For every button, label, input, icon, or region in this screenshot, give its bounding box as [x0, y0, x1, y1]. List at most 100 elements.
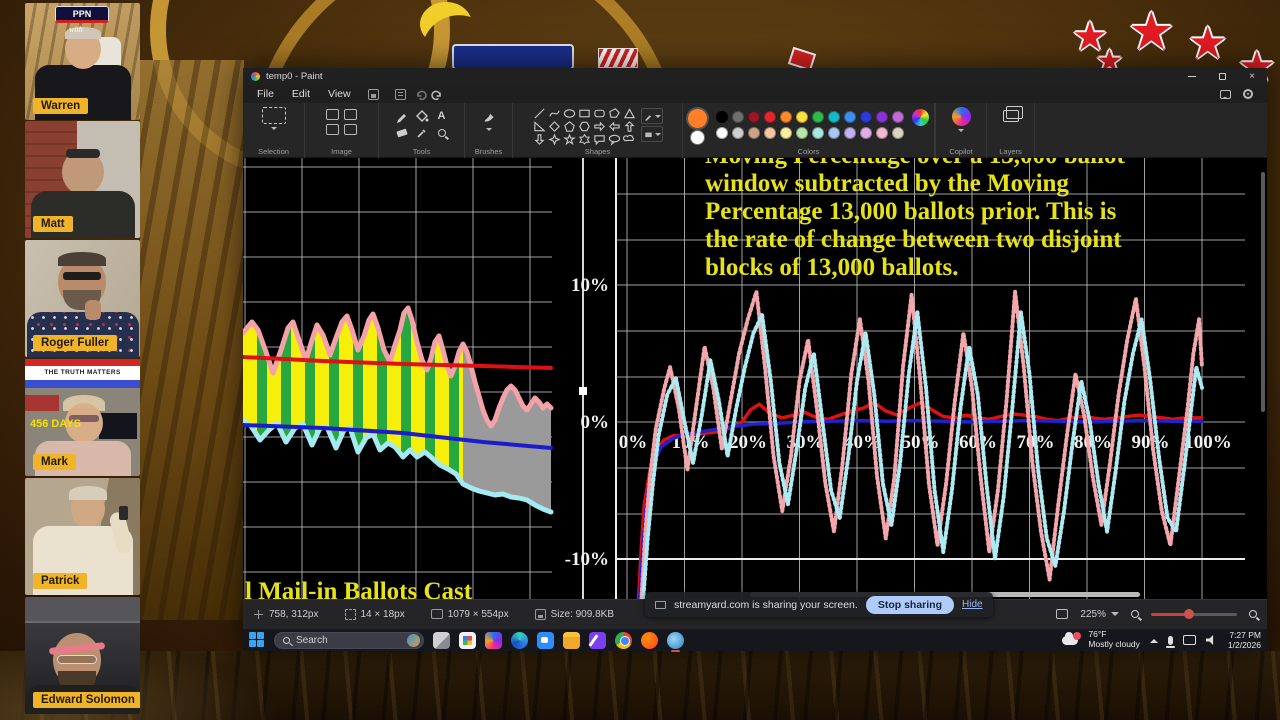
- palette-color[interactable]: [780, 127, 792, 139]
- shape-cloud-callout-icon[interactable]: [623, 133, 636, 146]
- file-explorer-icon[interactable]: [563, 631, 580, 649]
- edge-icon[interactable]: [511, 631, 528, 649]
- palette-color[interactable]: [892, 111, 904, 123]
- vertical-scrollbar[interactable]: [1261, 172, 1265, 412]
- shape-oval-icon[interactable]: [563, 107, 576, 120]
- visual-studio-icon[interactable]: [589, 631, 606, 649]
- palette-color[interactable]: [828, 111, 840, 123]
- palette-color[interactable]: [732, 111, 744, 123]
- zoom-slider[interactable]: [1151, 608, 1237, 619]
- shape-diamond-icon[interactable]: [548, 120, 561, 133]
- shape-hexagon-icon[interactable]: [578, 120, 591, 133]
- palette-color[interactable]: [812, 111, 824, 123]
- paint-taskbar-icon[interactable]: [667, 631, 684, 652]
- paint-titlebar[interactable]: temp0 - Paint ×: [243, 68, 1267, 85]
- shape-six-point-star-icon[interactable]: [578, 133, 591, 146]
- magnifier-icon[interactable]: [437, 128, 446, 137]
- palette-color[interactable]: [844, 127, 856, 139]
- shape-four-point-star-icon[interactable]: [548, 133, 561, 146]
- menu-view[interactable]: View: [328, 88, 351, 100]
- edit-colors-wheel-icon[interactable]: [912, 109, 929, 126]
- palette-color[interactable]: [876, 111, 888, 123]
- fit-to-window-icon[interactable]: [1056, 609, 1069, 619]
- shape-outline-dropdown[interactable]: [641, 108, 663, 124]
- shape-right-arrow-icon[interactable]: [593, 120, 606, 133]
- redo-icon[interactable]: [430, 88, 443, 101]
- palette-color[interactable]: [844, 111, 856, 123]
- shape-right-triangle-icon[interactable]: [533, 120, 546, 133]
- undo-icon[interactable]: [415, 88, 428, 101]
- feedback-icon[interactable]: [1220, 89, 1231, 99]
- taskbar-clock[interactable]: 7:27 PM 1/2/2026: [1227, 629, 1261, 650]
- zoom-level[interactable]: 225%: [1080, 608, 1106, 620]
- shape-pentagon-icon[interactable]: [563, 120, 576, 133]
- flip-icon[interactable]: [326, 124, 339, 135]
- palette-color[interactable]: [796, 127, 808, 139]
- shape-fill-dropdown[interactable]: [641, 126, 663, 142]
- task-view-icon[interactable]: [433, 631, 450, 649]
- hide-link[interactable]: Hide: [962, 599, 983, 610]
- palette-color[interactable]: [780, 111, 792, 123]
- foreground-color-swatch[interactable]: [688, 109, 707, 128]
- print-icon[interactable]: [394, 88, 406, 100]
- rotate-icon[interactable]: [344, 124, 357, 135]
- chevron-down-icon[interactable]: [270, 127, 277, 133]
- palette-color[interactable]: [716, 127, 728, 139]
- close-button[interactable]: ×: [1249, 71, 1255, 82]
- maximize-button[interactable]: [1207, 68, 1237, 85]
- shape-triangle-icon[interactable]: [623, 107, 636, 120]
- shape-rounded-rectangle-icon[interactable]: [593, 107, 606, 120]
- palette-color[interactable]: [860, 111, 872, 123]
- palette-color[interactable]: [860, 127, 872, 139]
- background-color-swatch[interactable]: [690, 130, 705, 145]
- palette-color[interactable]: [796, 111, 808, 123]
- palette-color[interactable]: [748, 111, 760, 123]
- weather-icon[interactable]: [1062, 631, 1082, 645]
- shape-line-icon[interactable]: [533, 107, 546, 120]
- palette-color[interactable]: [764, 111, 776, 123]
- volume-icon[interactable]: [1205, 635, 1214, 645]
- shape-left-arrow-icon[interactable]: [608, 120, 621, 133]
- layers-icon[interactable]: [1002, 106, 1023, 122]
- palette-color[interactable]: [732, 127, 744, 139]
- zoom-app-icon[interactable]: [537, 631, 554, 649]
- start-button[interactable]: [249, 632, 265, 648]
- pencil-icon[interactable]: [395, 109, 409, 123]
- shape-curve-icon[interactable]: [548, 107, 561, 120]
- shape-up-arrow-icon[interactable]: [623, 120, 636, 133]
- chevron-down-icon[interactable]: [1111, 612, 1119, 620]
- zoom-out-icon[interactable]: [1131, 610, 1139, 618]
- brush-icon[interactable]: [480, 107, 498, 125]
- resize-icon[interactable]: [344, 109, 357, 120]
- hidden-icons-chevron[interactable]: [1149, 635, 1158, 643]
- palette-color[interactable]: [716, 111, 728, 123]
- shape-oval-callout-icon[interactable]: [608, 133, 621, 146]
- minimize-button[interactable]: [1177, 68, 1207, 85]
- palette-color[interactable]: [876, 127, 888, 139]
- store-icon[interactable]: [459, 631, 476, 649]
- color-picker-icon[interactable]: [415, 126, 429, 140]
- palette-color[interactable]: [812, 127, 824, 139]
- shape-polygon-icon[interactable]: [608, 107, 621, 120]
- microphone-icon[interactable]: [1165, 635, 1175, 648]
- weather-text[interactable]: 76°F Mostly cloudy: [1088, 629, 1140, 649]
- shape-down-arrow-icon[interactable]: [533, 133, 546, 146]
- cast-icon[interactable]: [1182, 635, 1196, 645]
- settings-gear-icon[interactable]: [1243, 89, 1253, 99]
- zoom-in-icon[interactable]: [1249, 610, 1257, 618]
- copilot-icon[interactable]: [951, 107, 971, 126]
- eraser-icon[interactable]: [395, 128, 408, 137]
- chrome-icon[interactable]: [615, 631, 632, 649]
- palette-color[interactable]: [748, 127, 760, 139]
- menu-file[interactable]: File: [257, 88, 274, 100]
- chevron-down-icon[interactable]: [485, 128, 492, 134]
- stop-sharing-button[interactable]: Stop sharing: [865, 595, 954, 614]
- shape-five-point-star-icon[interactable]: [563, 133, 576, 146]
- shape-rounded-callout-icon[interactable]: [593, 133, 606, 146]
- palette-color[interactable]: [764, 127, 776, 139]
- palette-color[interactable]: [892, 127, 904, 139]
- search-input[interactable]: Search: [274, 631, 424, 649]
- paint-canvas[interactable]: 10% 0% -10% 0% 10% 20% 30% 40% 50% 60% 70% 80% 90% 10…: [243, 158, 1267, 599]
- firefox-icon[interactable]: [641, 631, 658, 649]
- rectangle-select-icon[interactable]: [261, 107, 286, 124]
